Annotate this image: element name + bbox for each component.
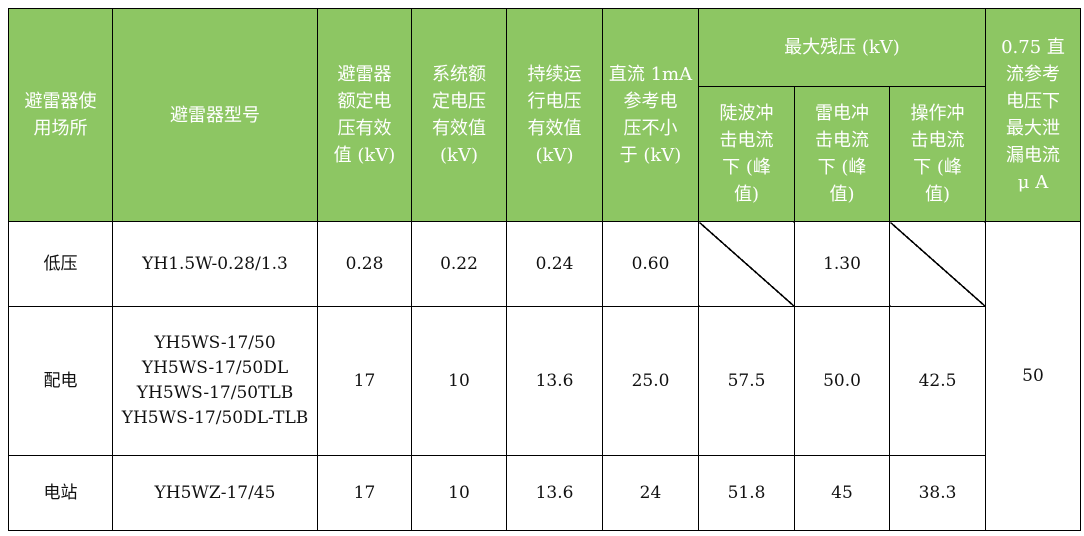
cell-switching: 42.5 xyxy=(889,306,986,456)
table-row: 电站 YH5WZ-17/45 17 10 13.6 24 51.8 45 38.… xyxy=(8,455,1081,531)
cell-lightning: 1.30 xyxy=(794,221,890,307)
cell-location: 配电 xyxy=(8,306,113,456)
cell-system: 10 xyxy=(411,306,507,456)
arrester-spec-table: 避雷器使 用场所 避雷器型号 避雷器 额定电 压有效 值 (kV) 系统额 定电… xyxy=(8,8,1081,531)
header-dc-reference: 直流 1mA 参考电 压不小 于 (kV) xyxy=(602,8,699,222)
header-max-residual: 最大残压 (kV) xyxy=(698,8,986,87)
cell-dc-ref: 24 xyxy=(602,455,699,531)
header-leakage: 0.75 直 流参考 电压下 最大泄 漏电流 μ A xyxy=(985,8,1081,222)
cell-rated: 17 xyxy=(317,306,412,456)
cell-continuous: 13.6 xyxy=(506,455,603,531)
header-system-voltage: 系统额 定电压 有效值 (kV) xyxy=(411,8,507,222)
cell-leakage: 50 xyxy=(985,221,1081,531)
cell-system: 0.22 xyxy=(411,221,507,307)
cell-location: 电站 xyxy=(8,455,113,531)
cell-continuous: 0.24 xyxy=(506,221,603,307)
cell-model: YH5WS-17/50 YH5WS-17/50DL YH5WS-17/50TLB… xyxy=(112,306,318,456)
header-lightning: 雷电冲 击电流 下 (峰 值) xyxy=(794,86,890,222)
cell-switching: 38.3 xyxy=(889,455,986,531)
header-model: 避雷器型号 xyxy=(112,8,318,222)
table-row: 配电 YH5WS-17/50 YH5WS-17/50DL YH5WS-17/50… xyxy=(8,306,1081,456)
cell-steep-empty xyxy=(698,221,795,307)
cell-system: 10 xyxy=(411,455,507,531)
cell-location: 低压 xyxy=(8,221,113,307)
cell-rated: 17 xyxy=(317,455,412,531)
cell-continuous: 13.6 xyxy=(506,306,603,456)
cell-switching-empty xyxy=(889,221,986,307)
header-continuous-voltage: 持续运 行电压 有效值 (kV) xyxy=(506,8,603,222)
cell-lightning: 50.0 xyxy=(794,306,890,456)
cell-model: YH1.5W-0.28/1.3 xyxy=(112,221,318,307)
cell-rated: 0.28 xyxy=(317,221,412,307)
header-rated-voltage: 避雷器 额定电 压有效 值 (kV) xyxy=(317,8,412,222)
cell-lightning: 45 xyxy=(794,455,890,531)
cell-dc-ref: 0.60 xyxy=(602,221,699,307)
header-location: 避雷器使 用场所 xyxy=(8,8,113,222)
header-steep: 陡波冲 击电流 下 (峰 值) xyxy=(698,86,795,222)
cell-dc-ref: 25.0 xyxy=(602,306,699,456)
cell-steep: 51.8 xyxy=(698,455,795,531)
cell-model: YH5WZ-17/45 xyxy=(112,455,318,531)
table-row: 低压 YH1.5W-0.28/1.3 0.28 0.22 0.24 0.60 1… xyxy=(8,221,1081,531)
cell-steep: 57.5 xyxy=(698,306,795,456)
header-switching: 操作冲 击电流 下 (峰 值) xyxy=(889,86,986,222)
